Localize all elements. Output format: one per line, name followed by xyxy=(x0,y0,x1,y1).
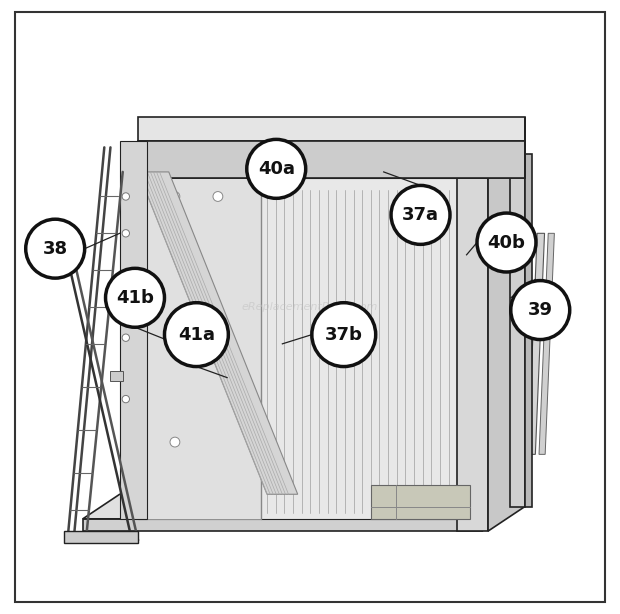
Text: 37a: 37a xyxy=(402,206,439,224)
Text: 40b: 40b xyxy=(487,233,525,252)
Polygon shape xyxy=(458,178,488,531)
Circle shape xyxy=(25,219,85,278)
Circle shape xyxy=(477,213,536,272)
Polygon shape xyxy=(83,519,482,531)
Text: eReplacementParts.com: eReplacementParts.com xyxy=(242,302,378,312)
Circle shape xyxy=(122,193,130,200)
Polygon shape xyxy=(64,531,138,543)
Circle shape xyxy=(122,395,130,403)
Text: 39: 39 xyxy=(528,301,553,319)
Bar xyxy=(110,371,123,381)
Polygon shape xyxy=(83,494,519,519)
Circle shape xyxy=(391,185,450,244)
Polygon shape xyxy=(138,178,261,519)
Polygon shape xyxy=(525,154,532,507)
Circle shape xyxy=(164,303,228,367)
Circle shape xyxy=(213,192,223,201)
Circle shape xyxy=(105,268,164,327)
Polygon shape xyxy=(539,233,554,454)
Polygon shape xyxy=(138,117,525,141)
Polygon shape xyxy=(138,154,525,178)
Circle shape xyxy=(511,281,570,340)
Circle shape xyxy=(312,303,376,367)
Polygon shape xyxy=(371,485,469,519)
Polygon shape xyxy=(138,141,525,178)
Circle shape xyxy=(170,437,180,447)
Circle shape xyxy=(170,333,180,343)
Circle shape xyxy=(122,230,130,237)
Polygon shape xyxy=(138,172,298,494)
Circle shape xyxy=(122,334,130,341)
Polygon shape xyxy=(120,141,148,519)
Circle shape xyxy=(247,139,306,198)
Text: 37b: 37b xyxy=(325,325,363,344)
Text: 40a: 40a xyxy=(258,160,294,178)
Circle shape xyxy=(122,273,130,280)
Polygon shape xyxy=(488,154,525,531)
Polygon shape xyxy=(482,494,519,531)
Text: 41b: 41b xyxy=(116,289,154,307)
Polygon shape xyxy=(458,154,525,178)
Text: 41a: 41a xyxy=(178,325,215,344)
Polygon shape xyxy=(510,154,525,507)
Polygon shape xyxy=(138,178,458,519)
Circle shape xyxy=(213,333,223,343)
Polygon shape xyxy=(528,233,544,454)
Circle shape xyxy=(170,192,180,201)
Text: 38: 38 xyxy=(43,239,68,258)
